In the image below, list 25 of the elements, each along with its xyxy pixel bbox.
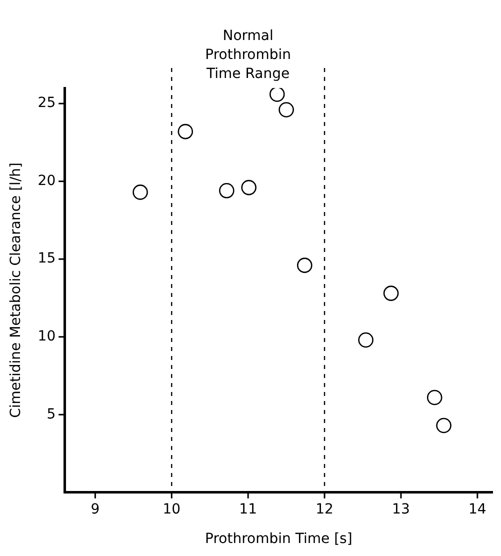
x-tick-label: 13 [392, 501, 410, 518]
point [383, 286, 399, 301]
y-tick-label: 20 [38, 172, 56, 189]
x-tick-label: 12 [316, 501, 334, 518]
x-tick-label: 10 [162, 501, 181, 518]
point [241, 180, 256, 196]
point [219, 183, 234, 198]
point [178, 124, 194, 140]
point [132, 184, 148, 200]
y-tick-label: 5 [46, 406, 56, 422]
x-axis-title: Prothrombin Time [s] [205, 531, 352, 548]
point [297, 258, 312, 273]
x-tick-label: 9 [90, 501, 100, 518]
point [269, 88, 285, 102]
y-axis-title: Cimetidine Metabolic Clearance [l/h] [8, 162, 24, 418]
point [278, 102, 294, 118]
y-tick-label: 15 [38, 250, 56, 267]
point [426, 390, 442, 406]
y-tick-label: 25 [38, 95, 56, 112]
text: Normal Prothrombin Time Range [205, 28, 292, 82]
point [358, 332, 374, 348]
point [436, 418, 452, 434]
x-tick-label: 14 [468, 501, 486, 518]
x-tick-label: 11 [239, 501, 257, 518]
y-tick-label: 10 [38, 328, 56, 344]
